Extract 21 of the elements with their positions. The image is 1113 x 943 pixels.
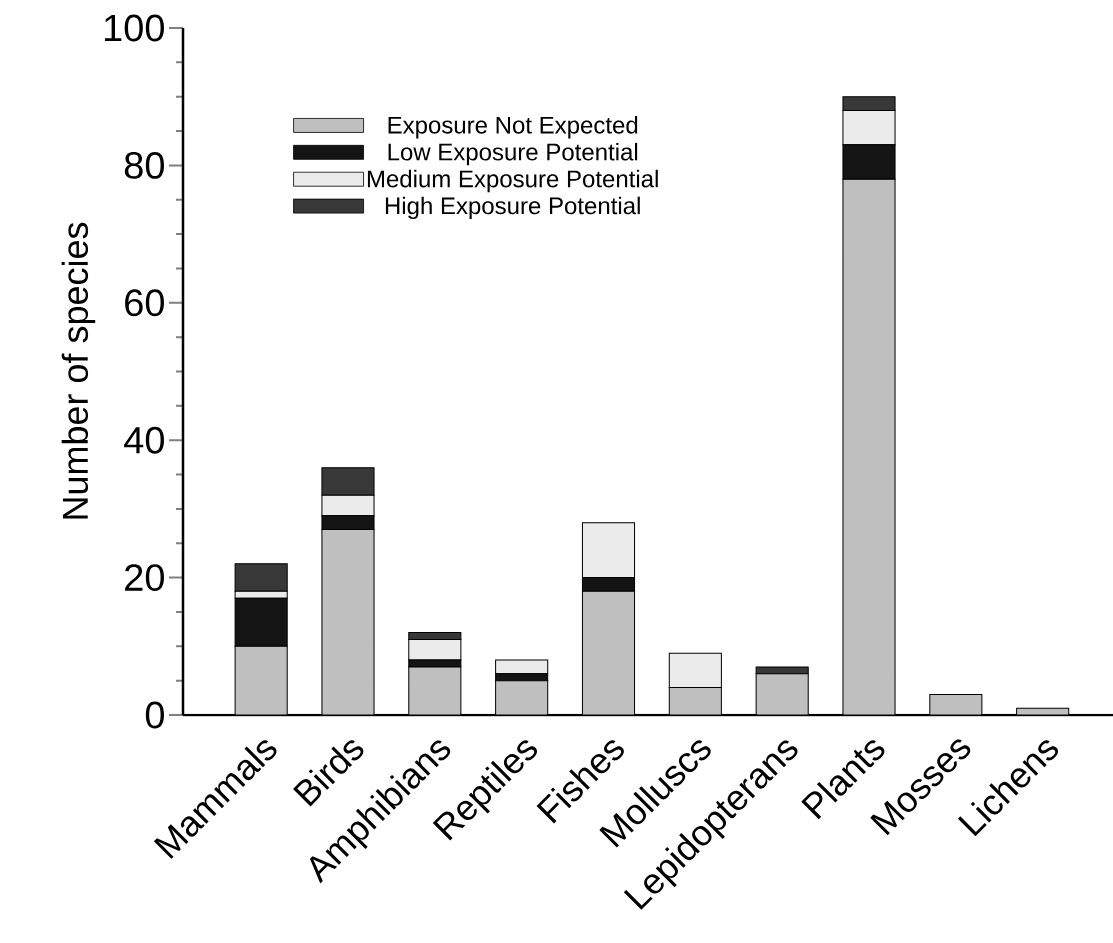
y-tick-label: 80 <box>124 151 164 179</box>
bar <box>668 687 722 715</box>
bar <box>321 529 375 715</box>
bar <box>668 652 722 689</box>
y-tick-label: 100 <box>104 14 164 42</box>
bar <box>234 645 288 715</box>
y-tick-label: 20 <box>125 564 164 592</box>
y-tick-label: 60 <box>125 289 164 317</box>
bar <box>408 666 462 715</box>
bar <box>755 673 809 715</box>
y-axis-title: Number of species <box>61 222 96 519</box>
legend-label: Medium Exposure Potential <box>367 169 658 193</box>
legend-label: Low Exposure Potential <box>388 142 638 166</box>
y-tick-label: 0 <box>145 701 164 729</box>
y-tick-label: 40 <box>124 426 164 454</box>
bar <box>929 693 983 715</box>
legend-label: Exposure Not Expected <box>388 116 638 139</box>
legend-label: High Exposure Potential <box>385 196 640 220</box>
bar <box>581 590 636 715</box>
bar <box>495 680 549 715</box>
bar <box>842 178 896 715</box>
